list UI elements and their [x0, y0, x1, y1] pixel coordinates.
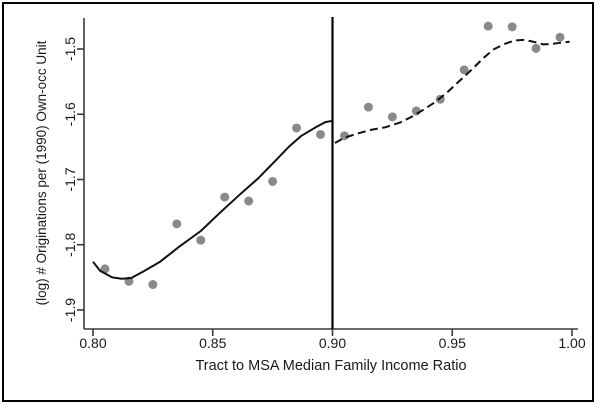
- scatter-point: [459, 65, 469, 75]
- fit-line-left: [92, 119, 333, 280]
- y-tick-label: -1.5: [62, 37, 78, 61]
- y-tick-label: -1.7: [62, 167, 78, 191]
- scatter-point: [244, 196, 254, 206]
- y-tick-label: -1.9: [62, 298, 78, 322]
- x-axis-title: Tract to MSA Median Family Income Ratio: [195, 358, 466, 374]
- axes: [77, 18, 578, 336]
- fit-line-right: [334, 38, 570, 144]
- scatter-point: [172, 219, 182, 229]
- scatter-point: [363, 102, 373, 112]
- scatter-point: [483, 21, 493, 31]
- scatter-point: [555, 32, 565, 42]
- scatter-point: [268, 176, 278, 186]
- x-tick-label: 0.85: [199, 335, 226, 351]
- y-tick-label: -1.8: [62, 232, 78, 256]
- binned-scatter-series: [100, 21, 565, 290]
- x-tick-label: 0.80: [79, 335, 106, 351]
- scatter-point: [507, 22, 517, 32]
- scatter-point: [148, 280, 158, 290]
- scatter-point: [316, 129, 326, 139]
- y-axis-title: (log) # Originations per (1990) Own-occ …: [34, 40, 49, 305]
- scatter-point: [531, 43, 541, 53]
- scatter-point: [292, 123, 302, 133]
- x-tick-label: 0.95: [439, 335, 466, 351]
- scatter-point: [387, 112, 397, 122]
- x-tick-label: 1.00: [558, 335, 585, 351]
- y-tick-label: -1.6: [62, 102, 78, 126]
- scatter-point: [196, 235, 206, 245]
- x-tick-label: 0.90: [319, 335, 346, 351]
- scatter-point: [220, 192, 230, 202]
